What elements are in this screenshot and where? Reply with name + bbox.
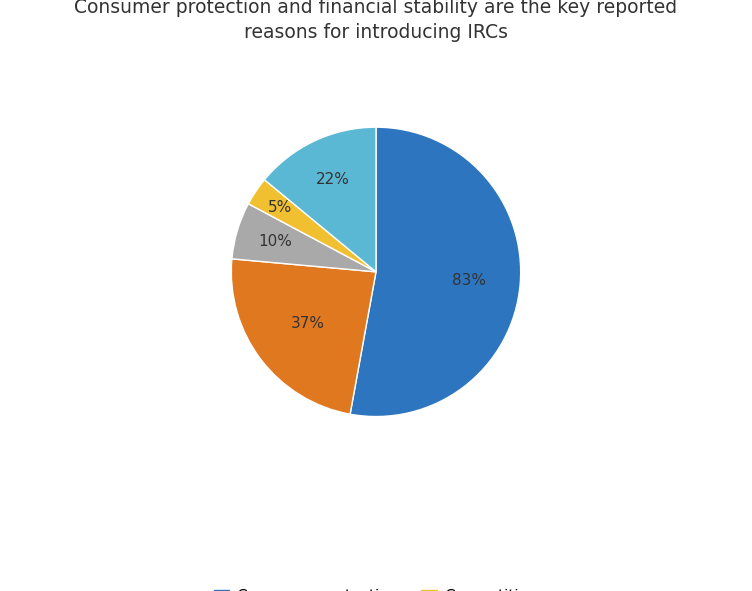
Text: 5%: 5% <box>268 200 292 215</box>
Text: 37%: 37% <box>291 316 326 331</box>
Legend: Consumer protection, Financial stability, Resource allocation, Competition, Othe: Consumer protection, Financial stability… <box>214 589 538 591</box>
Title: Consumer protection and financial stability are the key reported
reasons for int: Consumer protection and financial stabil… <box>74 0 678 43</box>
Wedge shape <box>350 127 520 417</box>
Wedge shape <box>232 259 376 414</box>
Text: 10%: 10% <box>258 234 292 249</box>
Wedge shape <box>265 127 376 272</box>
Wedge shape <box>232 204 376 272</box>
Wedge shape <box>248 180 376 272</box>
Text: 83%: 83% <box>452 273 487 288</box>
Text: 22%: 22% <box>316 172 350 187</box>
